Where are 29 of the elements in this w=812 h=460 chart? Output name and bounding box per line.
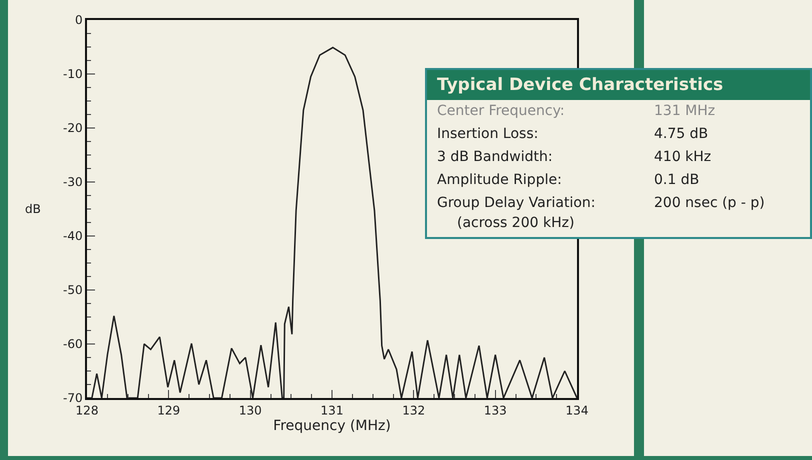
y-tick-label: -20 [62, 121, 83, 136]
x-axis-title: Frequency (MHz) [273, 418, 391, 434]
y-tick-label: -60 [62, 337, 83, 352]
annotation: Amplitude Ripple: [437, 172, 563, 188]
y-tick-label: 0 [74, 13, 83, 28]
annotation: 3 dB Bandwidth: [437, 149, 554, 165]
x-tick-label: 130 [238, 403, 262, 418]
annotation: Center Frequency: [437, 103, 566, 119]
y-tick-label: -40 [62, 229, 83, 244]
x-tick-label: 128 [76, 403, 98, 418]
y-axis-title: dB [25, 202, 41, 216]
text: 131 MHz [654, 103, 716, 119]
y-tick-label: -50 [62, 283, 83, 298]
text: 4.75 dB [654, 126, 708, 142]
x-tick-label: 129 [157, 403, 180, 418]
annotation: (across 200 kHz) [456, 215, 576, 233]
y-tick-label: -10 [62, 67, 83, 82]
annotation: Insertion Loss: [437, 126, 540, 142]
x-tick-label: 133 [484, 403, 507, 418]
text: 200 nsec (p - p) [654, 195, 765, 211]
text: 0.1 dB [654, 172, 700, 188]
card-header: Typical Device Characteristics [427, 70, 810, 100]
y-tick-label: -70 [62, 391, 83, 406]
x-tick-label: 134 [566, 403, 588, 418]
x-tick-label: 131 [320, 403, 344, 418]
text: 410 kHz [654, 149, 712, 165]
y-tick-label: -30 [62, 175, 83, 190]
annotation: Group Delay Variation: [437, 195, 596, 211]
x-tick-label: 132 [402, 403, 426, 418]
